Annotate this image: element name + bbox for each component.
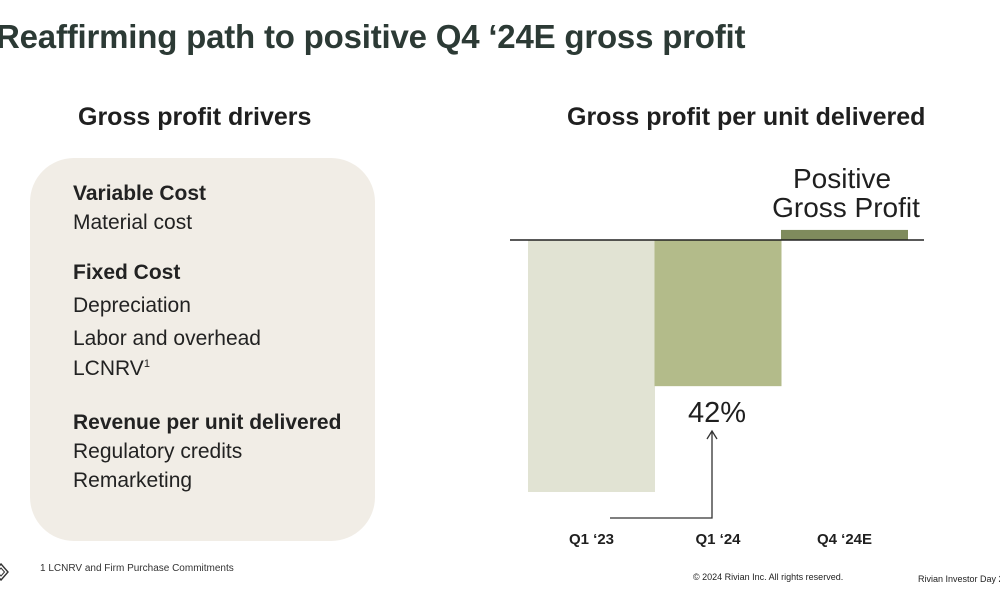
- driver-heading-fixed-cost: Fixed Cost: [73, 261, 181, 284]
- driver-item-regulatory-credits: Regulatory credits: [73, 440, 243, 463]
- page-title: Reaffirming path to positive Q4 ‘24E gro…: [0, 18, 746, 55]
- positive-label-line1: Positive: [793, 163, 891, 194]
- driver-heading-revenue: Revenue per unit delivered: [73, 411, 342, 434]
- driver-item-lcnrv: LCNRV1: [73, 357, 150, 381]
- drivers-panel: [30, 158, 375, 541]
- lcnrv-label: LCNRV: [73, 357, 144, 380]
- bar-q1-23: [528, 240, 655, 492]
- x-tick-q1-24: Q1 ‘24: [695, 531, 741, 548]
- annotation-arrowhead: [706, 429, 718, 440]
- driver-item-material-cost: Material cost: [73, 211, 193, 234]
- drivers-heading: Gross profit drivers: [78, 103, 312, 131]
- driver-item-depreciation: Depreciation: [73, 294, 191, 317]
- bar-q1-24: [654, 240, 782, 387]
- positive-label-line2: Gross Profit: [772, 192, 920, 223]
- footnote-marker: 1: [143, 358, 150, 370]
- annotation-arrow: [610, 432, 713, 519]
- chart-title: Gross profit per unit delivered: [567, 103, 926, 131]
- event-label: Rivian Investor Day 2: [918, 574, 1000, 584]
- x-tick-q4-24e: Q4 ‘24E: [817, 531, 872, 548]
- driver-item-remarketing: Remarketing: [73, 469, 193, 492]
- x-tick-q1-23: Q1 ‘23: [569, 531, 614, 548]
- driver-heading-variable-cost: Variable Cost: [73, 182, 207, 205]
- bar-q4-24e: [781, 229, 908, 240]
- rivian-diamond-icon: [0, 562, 9, 582]
- annotation-42-percent: 42%: [688, 397, 746, 429]
- copyright: © 2024 Rivian Inc. All rights reserved.: [693, 572, 844, 582]
- footnote: 1 LCNRV and Firm Purchase Commitments: [40, 563, 234, 574]
- driver-item-labor-overhead: Labor and overhead: [73, 327, 261, 350]
